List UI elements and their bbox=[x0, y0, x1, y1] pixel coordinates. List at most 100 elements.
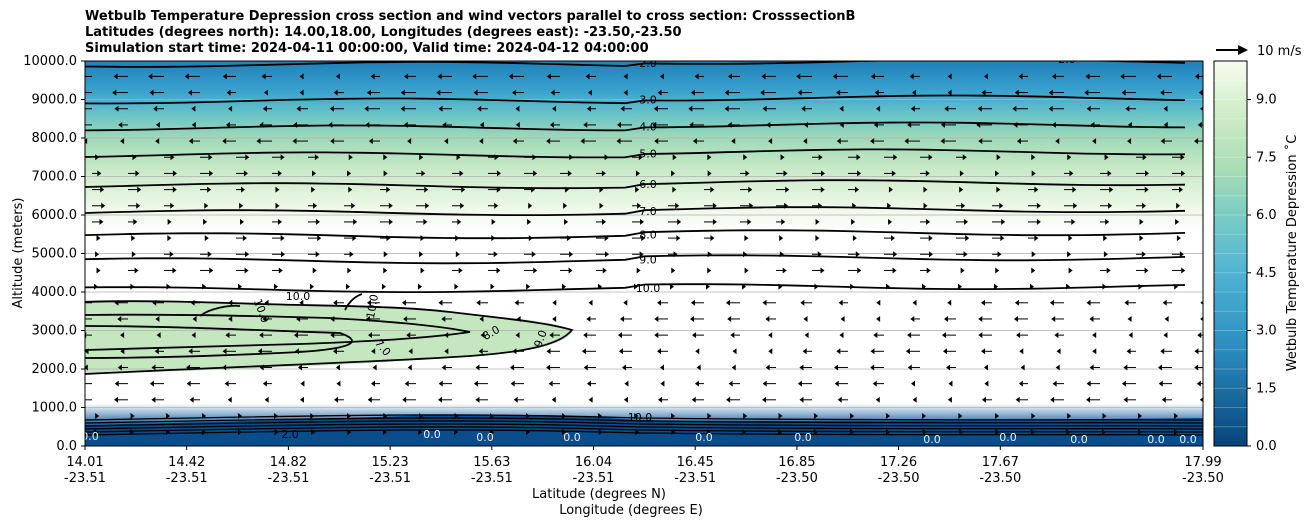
wind-vector-head bbox=[262, 380, 267, 387]
wind-vector-head bbox=[491, 235, 496, 242]
wind-vector-head bbox=[851, 218, 856, 225]
wind-vector-head bbox=[598, 429, 603, 436]
wind-vector-head bbox=[944, 105, 949, 112]
wind-vector-head bbox=[583, 364, 588, 371]
wind-vector-head bbox=[839, 121, 844, 128]
wind-vector-head bbox=[1180, 154, 1185, 161]
wind-vector-head bbox=[1031, 412, 1036, 419]
wind-vector-head bbox=[815, 218, 820, 225]
wind-vector-head bbox=[653, 105, 658, 112]
x-tick-label-lat: 17.26 bbox=[880, 455, 917, 470]
wind-vector-head bbox=[188, 348, 193, 355]
x-tick-label-lon: -23.50 bbox=[979, 471, 1021, 486]
wind-vector-head bbox=[690, 299, 695, 306]
wind-vector-head bbox=[77, 106, 81, 112]
contour-line bbox=[85, 148, 1186, 159]
wind-vector-head bbox=[454, 429, 458, 436]
wind-vector-head bbox=[438, 299, 443, 306]
y-axis-label: Altitude (meters) bbox=[11, 198, 26, 309]
wind-vector-head bbox=[312, 170, 317, 177]
wind-vector-head bbox=[803, 138, 808, 145]
wind-vector-head bbox=[1054, 332, 1059, 339]
wind-vector-head bbox=[191, 121, 196, 128]
wind-vector-head bbox=[1160, 138, 1165, 145]
wind-vector-head bbox=[922, 429, 927, 436]
wind-vector-head bbox=[166, 283, 171, 290]
x-tick-label-lat: 14.42 bbox=[168, 455, 205, 470]
contour-label: 0.0 bbox=[1147, 433, 1165, 446]
wind-vector-head bbox=[797, 89, 802, 96]
wind-vector-head bbox=[1018, 73, 1023, 80]
wind-vector-head bbox=[80, 73, 84, 79]
wind-vector-head bbox=[155, 315, 160, 322]
wind-vector-head bbox=[870, 364, 875, 371]
wind-vector-head bbox=[671, 412, 676, 419]
wind-vector-head bbox=[1034, 186, 1039, 193]
wind-vector-head bbox=[228, 105, 233, 112]
wind-vector-head bbox=[207, 251, 212, 258]
wind-vector-head bbox=[909, 73, 914, 80]
wind-vector-head bbox=[1128, 332, 1133, 339]
wind-vector-head bbox=[566, 235, 571, 242]
wind-vector-head bbox=[514, 299, 519, 306]
wind-vector-head bbox=[512, 138, 517, 145]
wind-vector-head bbox=[1084, 89, 1089, 96]
wind-vector-head bbox=[352, 235, 357, 242]
wind-vector-head bbox=[1089, 364, 1094, 371]
colorbar-tick-label: 6.0 bbox=[1256, 208, 1277, 223]
wind-vector-head bbox=[114, 380, 119, 387]
wind-vector-head bbox=[652, 121, 657, 128]
wind-vector-head bbox=[926, 267, 931, 274]
wind-vector-head bbox=[351, 202, 356, 209]
wind-vector-head bbox=[228, 315, 233, 322]
wind-vector-head bbox=[531, 186, 536, 193]
contour-line bbox=[344, 293, 363, 311]
wind-vector-head bbox=[941, 332, 946, 339]
wind-vector-head bbox=[154, 348, 159, 355]
wind-vector-head bbox=[330, 138, 335, 145]
wind-vector-head bbox=[855, 186, 860, 193]
wind-vector-head bbox=[583, 121, 588, 128]
wind-vector-head bbox=[275, 186, 280, 193]
wind-vector-head bbox=[1106, 267, 1111, 274]
wind-vector-head bbox=[1197, 121, 1202, 128]
wind-vector-head bbox=[731, 138, 736, 145]
wind-vector-head bbox=[257, 348, 262, 355]
wind-vector-head bbox=[1068, 235, 1073, 242]
x-tick-label-lon: -23.51 bbox=[369, 471, 411, 486]
wind-vector-head bbox=[976, 121, 981, 128]
wind-vector-head bbox=[983, 364, 988, 371]
wind-vector-head bbox=[563, 202, 568, 209]
wind-vector-head bbox=[1048, 89, 1053, 96]
wind-vector-head bbox=[406, 332, 411, 339]
wind-vector-head bbox=[726, 396, 731, 403]
wind-vector-head bbox=[454, 412, 459, 419]
x-tick-label-lon: -23.50 bbox=[878, 471, 920, 486]
wind-vector-head bbox=[455, 235, 460, 242]
wind-vector-head bbox=[586, 380, 591, 387]
wind-vector-head bbox=[1051, 73, 1056, 80]
wind-vector-head bbox=[114, 396, 119, 403]
wind-vector-head bbox=[85, 364, 88, 371]
wind-vector-head bbox=[1175, 218, 1180, 225]
contour-label: 0.0 bbox=[1179, 433, 1197, 446]
wind-vector-head bbox=[892, 267, 897, 274]
wind-vector-head bbox=[1127, 315, 1132, 322]
wind-vector-head bbox=[839, 332, 844, 339]
wind-vector-head bbox=[569, 251, 574, 258]
wind-vector-head bbox=[675, 202, 680, 209]
wind-vector-head bbox=[581, 348, 586, 355]
wind-vector-head bbox=[707, 267, 712, 274]
wind-vector-head bbox=[300, 380, 305, 387]
contour-label: 10.0 bbox=[628, 411, 653, 424]
wind-vector-head bbox=[1125, 105, 1130, 112]
wind-vector-head bbox=[1066, 283, 1071, 290]
wind-vector-head bbox=[911, 380, 916, 387]
wind-vector-head bbox=[512, 348, 517, 355]
wind-vector-head bbox=[732, 348, 737, 355]
x-tick-label-lat: 17.67 bbox=[982, 455, 1019, 470]
wind-vector-head bbox=[444, 138, 449, 145]
wind-vector-head bbox=[1194, 138, 1199, 145]
wind-vector-head bbox=[1142, 154, 1147, 161]
x-tick-label-lon: -23.51 bbox=[674, 471, 716, 486]
